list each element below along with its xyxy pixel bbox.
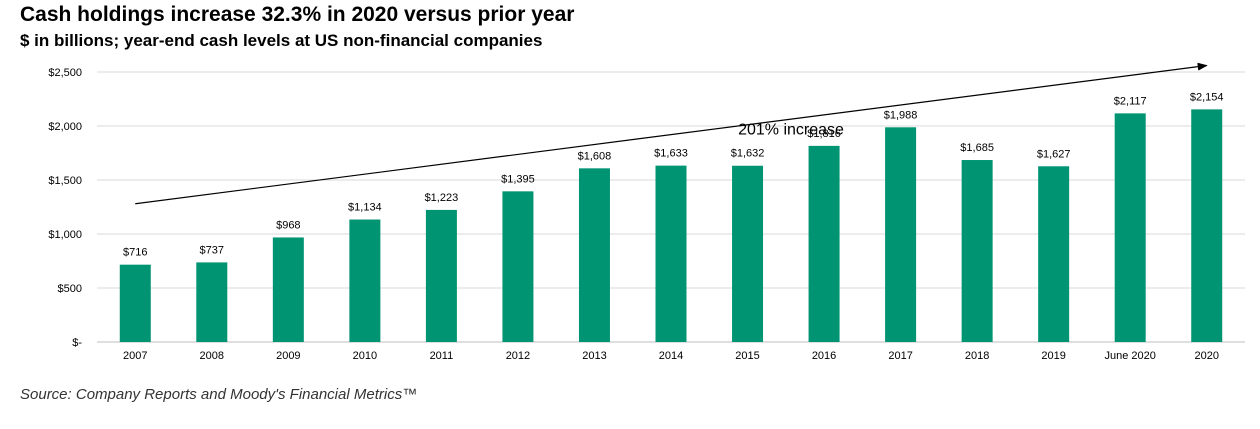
data-label: $1,633	[654, 148, 688, 160]
data-labels: $716 $737 $968 $1,134 $1,223 $1,395 $1,608 $1,6…	[123, 91, 1224, 258]
y-tick-label: $1,500	[48, 175, 82, 187]
data-label: $2,117	[1114, 95, 1147, 107]
data-label: $2,154	[1190, 91, 1224, 103]
bar	[272, 237, 304, 342]
y-tick-label: $2,500	[48, 67, 82, 79]
data-label: $1,685	[960, 142, 994, 154]
x-tick-label: 2013	[582, 350, 606, 362]
bar	[1038, 166, 1070, 342]
x-tick-label: 2019	[1041, 350, 1065, 362]
bar	[961, 160, 993, 342]
x-tick-label: 2009	[276, 350, 300, 362]
chart-title: Cash holdings increase 32.3% in 2020 ver…	[20, 3, 575, 26]
increase-annotation: 201% increase	[738, 122, 844, 139]
x-tick-label: 2012	[506, 350, 530, 362]
y-tick-label: $500	[58, 283, 82, 295]
source-note: Source: Company Reports and Moody's Fina…	[20, 386, 418, 403]
y-tick-label: $2,000	[48, 121, 82, 133]
bar	[196, 262, 228, 342]
bar	[655, 165, 687, 342]
bars	[119, 109, 1223, 343]
bar	[808, 145, 840, 342]
x-tick-label: June 2020	[1105, 350, 1156, 362]
data-label: $1,395	[501, 173, 535, 185]
bar	[732, 165, 764, 342]
x-tick-label: 2018	[965, 350, 989, 362]
bar	[502, 191, 534, 342]
bar	[885, 127, 917, 343]
data-label: $1,816	[807, 128, 841, 140]
data-label: $1,134	[348, 202, 382, 214]
x-tick-label: 2016	[812, 350, 836, 362]
x-tick-label: 2011	[430, 350, 454, 362]
bar	[1191, 109, 1223, 342]
data-label: $737	[200, 244, 224, 256]
x-tick-label: 2007	[123, 350, 147, 362]
x-tick-label: 2017	[888, 350, 912, 362]
bar	[578, 168, 610, 342]
x-tick-label: 2010	[353, 350, 377, 362]
bar	[425, 209, 457, 342]
data-label: $1,988	[884, 109, 918, 121]
data-label: $968	[276, 219, 300, 231]
x-tick-label: 2020	[1194, 350, 1218, 362]
bar	[1114, 113, 1146, 342]
y-tick-label: $-	[72, 337, 82, 349]
data-label: $1,223	[425, 192, 459, 204]
bar	[349, 219, 381, 342]
y-tick-label: $1,000	[48, 229, 82, 241]
x-tick-label: 2014	[659, 350, 683, 362]
bar	[119, 264, 151, 342]
data-label: $1,608	[578, 150, 612, 162]
x-tick-label: 2008	[200, 350, 224, 362]
annotations: 201% increase	[135, 62, 1208, 205]
data-label: $1,632	[731, 148, 765, 160]
x-tick-label: 2015	[735, 350, 759, 362]
chart-subtitle: $ in billions; year-end cash levels at U…	[20, 31, 543, 50]
increase-arrow	[135, 62, 1208, 205]
data-label: $1,627	[1037, 148, 1071, 160]
data-label: $716	[123, 247, 147, 259]
